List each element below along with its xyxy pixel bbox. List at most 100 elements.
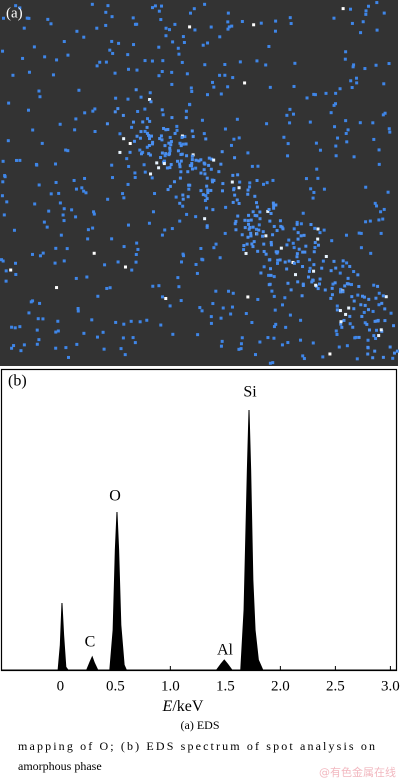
- dot: [383, 111, 387, 115]
- dot: [249, 218, 253, 222]
- dot: [47, 209, 51, 213]
- dot: [366, 338, 370, 342]
- dot: [126, 53, 130, 57]
- dot: [135, 68, 139, 72]
- dot: [271, 361, 275, 365]
- dot: [252, 23, 256, 27]
- dot: [168, 166, 172, 170]
- dot: [168, 146, 172, 150]
- dot: [308, 266, 312, 270]
- dot: [40, 141, 44, 145]
- dot: [27, 311, 31, 315]
- dot: [27, 16, 31, 20]
- dot: [392, 324, 396, 328]
- dot: [166, 128, 170, 132]
- dot: [161, 59, 165, 63]
- dot: [49, 192, 53, 196]
- dot: [147, 221, 151, 225]
- dot: [200, 309, 204, 313]
- dot: [178, 162, 182, 166]
- dot: [189, 86, 193, 90]
- dot: [19, 349, 23, 353]
- dot: [55, 58, 59, 62]
- dot: [95, 335, 99, 339]
- dot: [118, 150, 122, 154]
- dot: [179, 170, 183, 174]
- dot: [379, 231, 383, 235]
- dot: [210, 157, 214, 161]
- dot: [288, 121, 292, 125]
- dot: [164, 34, 168, 38]
- dot: [133, 176, 137, 180]
- dot: [315, 167, 319, 171]
- dot: [128, 150, 132, 154]
- dot: [158, 137, 162, 141]
- dot: [312, 250, 316, 254]
- dot: [230, 24, 234, 28]
- dot: [175, 124, 179, 128]
- dot: [188, 25, 192, 29]
- dot: [262, 242, 266, 246]
- dot: [181, 35, 185, 39]
- dot: [126, 223, 130, 227]
- dot: [316, 287, 320, 291]
- dot: [114, 320, 118, 324]
- dot: [335, 304, 339, 308]
- dot: [372, 334, 376, 338]
- dot: [126, 182, 130, 186]
- dot: [246, 295, 250, 299]
- dot: [238, 60, 242, 64]
- dot: [310, 280, 314, 284]
- dot: [85, 275, 89, 279]
- dot: [250, 164, 254, 168]
- dot: [54, 346, 58, 350]
- dot: [221, 306, 225, 310]
- dot: [192, 7, 196, 11]
- dot: [318, 282, 322, 286]
- dot: [123, 353, 127, 357]
- dot: [116, 260, 120, 264]
- dot: [162, 162, 166, 166]
- dot: [132, 43, 136, 47]
- dot: [161, 113, 165, 117]
- eds-map: [0, 0, 398, 366]
- x-label-symbol: E: [162, 698, 173, 715]
- dot: [171, 332, 175, 336]
- dot: [349, 283, 353, 287]
- dot: [22, 343, 26, 347]
- dot: [346, 276, 350, 280]
- dot: [196, 333, 200, 337]
- dot: [335, 308, 339, 312]
- dot: [259, 21, 263, 25]
- dot: [223, 127, 227, 131]
- dot: [130, 125, 134, 129]
- dot: [4, 269, 8, 273]
- dot: [135, 22, 139, 26]
- dot: [207, 163, 211, 167]
- dot: [255, 232, 259, 236]
- dot: [18, 6, 22, 10]
- dot: [265, 122, 269, 126]
- dot: [190, 89, 194, 93]
- dot: [344, 131, 348, 135]
- dot: [160, 233, 164, 237]
- dot: [272, 336, 276, 340]
- dot: [65, 247, 69, 251]
- dot: [74, 215, 78, 219]
- dot: [175, 159, 179, 163]
- dot: [162, 159, 166, 163]
- dot: [366, 352, 370, 356]
- dot: [299, 338, 303, 342]
- dot: [311, 196, 315, 200]
- dot: [364, 185, 368, 189]
- dot: [324, 254, 328, 258]
- dot: [333, 125, 337, 129]
- dot: [151, 210, 155, 214]
- dot: [266, 336, 270, 340]
- dot: [209, 321, 213, 325]
- dot: [350, 86, 354, 90]
- dot: [280, 343, 284, 347]
- dot: [179, 153, 183, 157]
- dot: [11, 73, 15, 77]
